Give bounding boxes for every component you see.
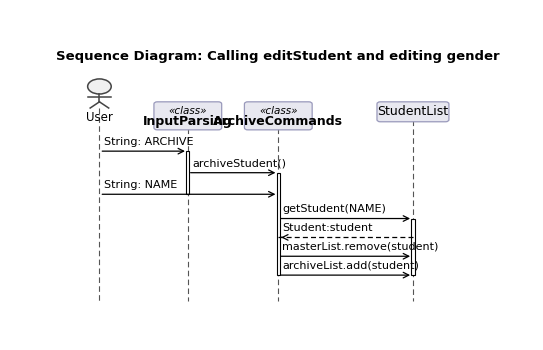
Text: Student:student: Student:student — [282, 223, 373, 233]
Text: archiveList.add(student): archiveList.add(student) — [282, 261, 419, 271]
Text: masterList.remove(student): masterList.remove(student) — [282, 242, 439, 252]
Circle shape — [87, 79, 111, 94]
Text: «class»: «class» — [168, 106, 207, 116]
Text: User: User — [86, 111, 113, 124]
Bar — [276, 173, 280, 275]
Text: Sequence Diagram: Calling editStudent and editing gender: Sequence Diagram: Calling editStudent an… — [56, 50, 500, 63]
Text: «class»: «class» — [259, 106, 298, 116]
FancyBboxPatch shape — [154, 102, 222, 130]
FancyBboxPatch shape — [244, 102, 312, 130]
Text: String: NAME: String: NAME — [104, 180, 177, 190]
Text: archiveStudent(): archiveStudent() — [192, 159, 286, 168]
Text: ArchiveCommands: ArchiveCommands — [213, 114, 343, 127]
Text: getStudent(NAME): getStudent(NAME) — [282, 204, 387, 214]
Text: String: ARCHIVE: String: ARCHIVE — [104, 137, 193, 147]
Text: InputParsing: InputParsing — [143, 114, 232, 127]
Bar — [411, 218, 415, 275]
Bar — [186, 151, 190, 194]
FancyBboxPatch shape — [377, 102, 449, 122]
Text: StudentList: StudentList — [377, 105, 449, 118]
